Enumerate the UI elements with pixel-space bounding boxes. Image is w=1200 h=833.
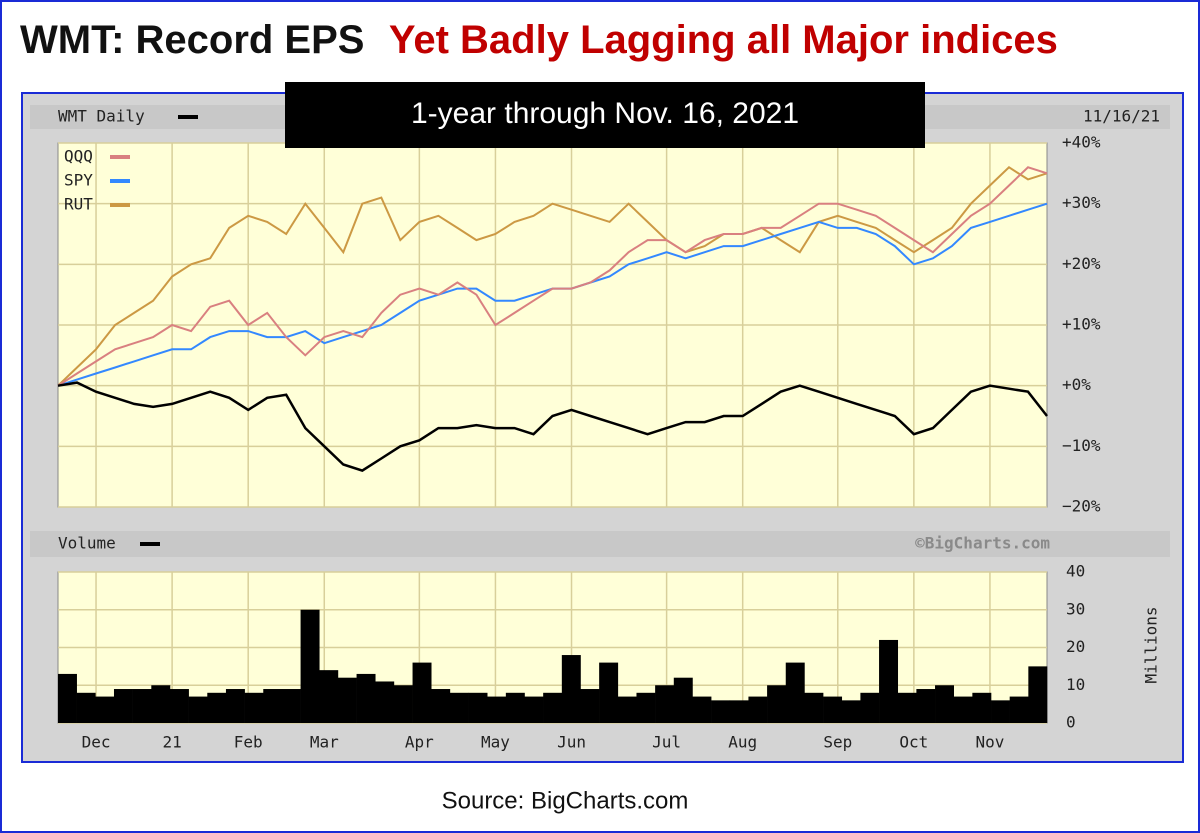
x-tick-label: 21 bbox=[162, 733, 181, 752]
volume-bar bbox=[207, 692, 227, 723]
volume-bar bbox=[132, 689, 152, 723]
volume-bar bbox=[76, 692, 96, 723]
source: Source: BigCharts.com bbox=[442, 787, 689, 814]
volume-bar bbox=[356, 673, 376, 723]
subtitle: 1-year through Nov. 16, 2021 bbox=[411, 97, 799, 130]
volume-bar bbox=[711, 700, 731, 723]
volume-bar bbox=[337, 677, 357, 723]
volume-bar bbox=[599, 662, 619, 723]
volume-bar bbox=[505, 692, 525, 723]
volume-bar bbox=[748, 696, 768, 723]
volume-bar bbox=[841, 700, 861, 723]
volume-bar bbox=[95, 696, 115, 723]
y-tick-label: +10% bbox=[1062, 315, 1101, 334]
title-accent: Yet Badly Lagging all Major indices bbox=[389, 18, 1058, 62]
x-tick-label: Mar bbox=[310, 733, 339, 752]
volume-bar bbox=[935, 685, 954, 723]
volume-bar bbox=[655, 685, 675, 723]
volume-bar bbox=[991, 700, 1010, 723]
x-tick-label: Sep bbox=[823, 733, 852, 752]
chart-layer: −20% −10% +0% +10% +20% +30% +40% 0 10 20 30 40 Dec 2… bbox=[57, 107, 1161, 752]
volume-bar bbox=[543, 692, 563, 723]
volume-bar bbox=[188, 696, 208, 723]
volume-bar bbox=[412, 662, 432, 723]
y-tick-label: +40% bbox=[1062, 133, 1101, 152]
x-tick-label: Dec bbox=[82, 733, 111, 752]
volume-bar bbox=[300, 609, 320, 723]
volume-bar bbox=[804, 692, 824, 723]
volume-bar bbox=[953, 696, 973, 723]
legend-label: SPY bbox=[64, 171, 93, 190]
volume-bar bbox=[1009, 696, 1029, 723]
volume-bar bbox=[860, 692, 880, 723]
volume-bar bbox=[431, 689, 451, 723]
volume-bar bbox=[225, 689, 245, 723]
title-lead: WMT: Record EPS bbox=[20, 18, 364, 62]
volume-bar bbox=[169, 689, 189, 723]
x-tick-label: Aug bbox=[728, 733, 757, 752]
x-tick-label: May bbox=[481, 733, 510, 752]
volume-bar bbox=[729, 700, 749, 723]
y-tick-label: +30% bbox=[1062, 193, 1101, 212]
volume-bar bbox=[151, 685, 171, 723]
volume-bar bbox=[785, 662, 805, 723]
volume-bar bbox=[879, 639, 899, 723]
date-label: 11/16/21 bbox=[1083, 107, 1160, 126]
y-tick-label: 40 bbox=[1066, 562, 1085, 581]
volume-bar bbox=[673, 677, 693, 723]
x-tick-label: Nov bbox=[975, 733, 1004, 752]
volume-bar bbox=[281, 689, 301, 723]
series-line bbox=[57, 166, 1048, 387]
volume-header bbox=[30, 531, 1170, 557]
volume-bar bbox=[375, 681, 395, 723]
volume-bar bbox=[617, 696, 637, 723]
title: WMT: Record EPS Yet Badly Lagging all Ma… bbox=[20, 18, 1058, 62]
watermark: ©BigCharts.com bbox=[915, 534, 1050, 553]
volume-bar bbox=[524, 696, 544, 723]
volume-bar bbox=[823, 696, 843, 723]
x-tick-label: Oct bbox=[899, 733, 928, 752]
y-tick-label: 10 bbox=[1066, 675, 1085, 694]
volume-bar bbox=[263, 689, 283, 723]
x-tick-label: Feb bbox=[234, 733, 263, 752]
volume-bar bbox=[561, 655, 581, 723]
y-tick-label: +0% bbox=[1062, 375, 1091, 394]
y-tick-label: 20 bbox=[1066, 637, 1085, 656]
series-line bbox=[57, 166, 1048, 387]
legend-label: QQQ bbox=[64, 147, 93, 166]
y-tick-label: −20% bbox=[1062, 497, 1101, 516]
volume-bar bbox=[972, 692, 992, 723]
volume-bar bbox=[636, 692, 656, 723]
volume-bar bbox=[58, 673, 77, 723]
volume-bar bbox=[244, 692, 264, 723]
y-axis-label: Millions bbox=[1142, 606, 1161, 683]
volume-bar bbox=[113, 689, 133, 723]
y-tick-label: −10% bbox=[1062, 436, 1101, 455]
volume-bar bbox=[692, 696, 712, 723]
y-tick-label: 30 bbox=[1066, 599, 1085, 618]
volume-label: Volume bbox=[58, 534, 116, 553]
volume-bar bbox=[767, 685, 787, 723]
volume-bar bbox=[580, 689, 600, 723]
volume-bar bbox=[319, 670, 339, 723]
volume-bar bbox=[393, 685, 413, 723]
y-tick-label: +20% bbox=[1062, 254, 1101, 273]
y-tick-label: 0 bbox=[1066, 713, 1076, 732]
volume-bar bbox=[897, 692, 917, 723]
x-tick-label: Apr bbox=[405, 733, 434, 752]
volume-bar bbox=[468, 692, 488, 723]
volume-bar bbox=[1028, 666, 1048, 723]
legend-label: RUT bbox=[64, 195, 93, 214]
volume-bar bbox=[487, 696, 507, 723]
legend-label: WMT Daily bbox=[58, 107, 145, 126]
volume-bar bbox=[916, 689, 936, 723]
volume-bar bbox=[449, 692, 469, 723]
x-tick-label: Jul bbox=[652, 733, 681, 752]
x-tick-label: Jun bbox=[557, 733, 586, 752]
subtitle-box bbox=[285, 82, 925, 148]
series-line bbox=[57, 381, 1048, 472]
